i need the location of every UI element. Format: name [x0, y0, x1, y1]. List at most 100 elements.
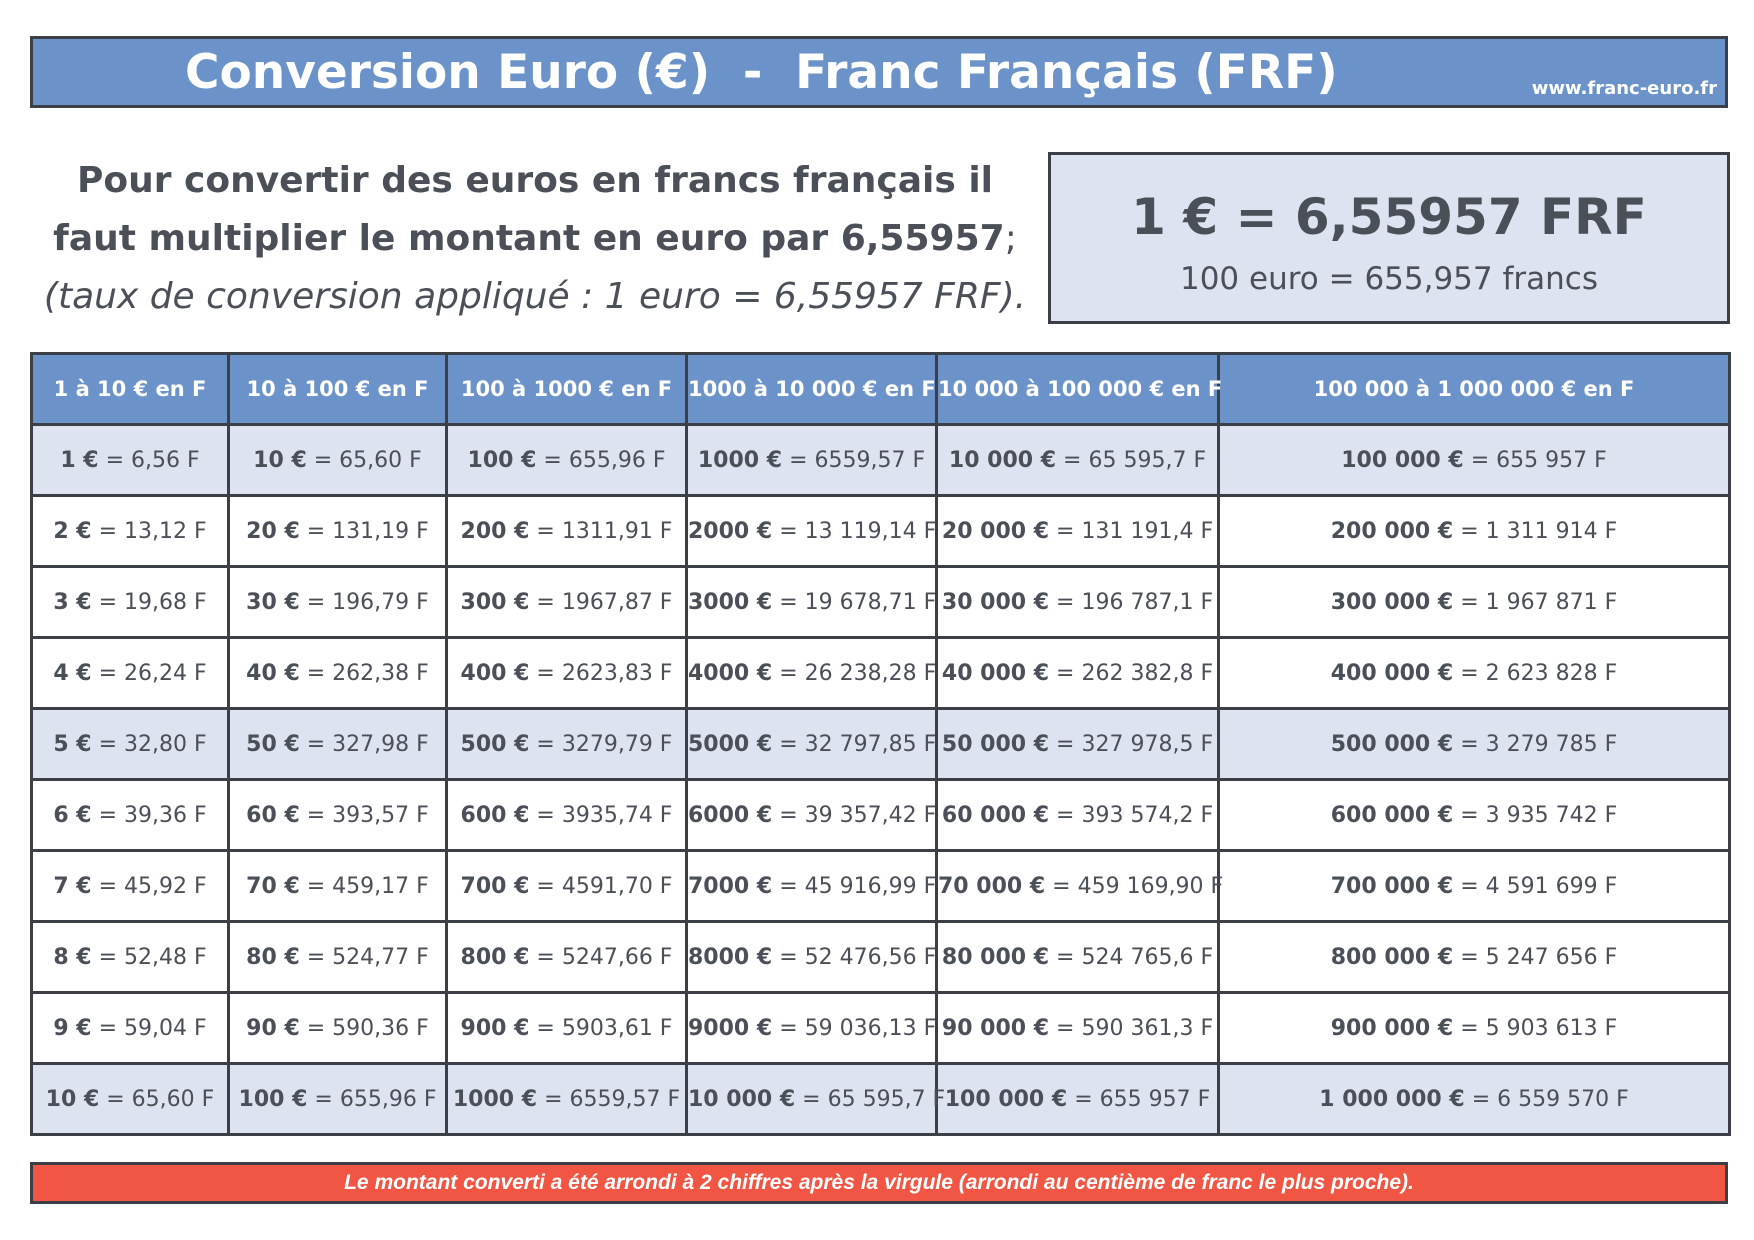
page-title: Conversion Euro (€) - Franc Français (FR… [185, 45, 1338, 100]
franc-amount: = 655 957 F [1067, 1086, 1211, 1112]
conversion-cell: 100 € = 655,96 F [227, 1062, 448, 1136]
conversion-cell: 30 000 € = 196 787,1 F [935, 565, 1220, 639]
euro-amount: 400 000 € [1330, 660, 1454, 686]
euro-amount: 100 € [467, 447, 537, 473]
euro-amount: 5 € [53, 731, 92, 757]
euro-amount: 10 000 € [688, 1086, 796, 1112]
rounding-footnote: Le montant converti a été arrondi à 2 ch… [30, 1162, 1728, 1204]
euro-amount: 90 000 € [941, 1015, 1050, 1041]
franc-amount: = 131 191,4 F [1049, 518, 1214, 544]
euro-amount: 6 € [53, 802, 92, 828]
conversion-cell: 40 € = 262,38 F [227, 636, 448, 710]
euro-amount: 200 000 € [1330, 518, 1454, 544]
conversion-cell: 4000 € = 26 238,28 F [685, 636, 938, 710]
euro-amount: 600 000 € [1330, 802, 1454, 828]
column-header: 10 à 100 € en F [227, 352, 448, 426]
conversion-cell: 5000 € = 32 797,85 F [685, 707, 938, 781]
franc-amount: = 1 967 871 F [1453, 589, 1618, 615]
euro-amount: 100 € [238, 1086, 308, 1112]
franc-amount: = 13,12 F [91, 518, 207, 544]
franc-amount: = 5 903 613 F [1453, 1015, 1618, 1041]
euro-amount: 1000 € [452, 1086, 538, 1112]
conversion-cell: 100 000 € = 655 957 F [1217, 423, 1731, 497]
euro-amount: 2 € [53, 518, 92, 544]
table-row: 6 € = 39,36 F 60 € = 393,57 F 600 € = 3935… [30, 778, 1731, 852]
euro-amount: 40 000 € [941, 660, 1050, 686]
conversion-cell: 7 € = 45,92 F [30, 849, 230, 923]
conversion-cell: 2 € = 13,12 F [30, 494, 230, 568]
franc-amount: = 327,98 F [299, 731, 429, 757]
euro-amount: 7000 € [688, 873, 773, 899]
conversion-cell: 50 000 € = 327 978,5 F [935, 707, 1220, 781]
franc-amount: = 327 978,5 F [1049, 731, 1214, 757]
euro-amount: 600 € [460, 802, 530, 828]
euro-amount: 700 € [460, 873, 530, 899]
franc-amount: = 3935,74 F [529, 802, 673, 828]
conversion-cell: 200 000 € = 1 311 914 F [1217, 494, 1731, 568]
franc-amount: = 196,79 F [299, 589, 429, 615]
franc-amount: = 590 361,3 F [1049, 1015, 1214, 1041]
franc-amount: = 262,38 F [299, 660, 429, 686]
euro-amount: 20 000 € [941, 518, 1050, 544]
franc-amount: = 6559,57 F [782, 447, 926, 473]
franc-amount: = 45 916,99 F [772, 873, 937, 899]
conversion-cell: 8000 € = 52 476,56 F [685, 920, 938, 994]
franc-amount: = 39,36 F [91, 802, 207, 828]
table-row: 7 € = 45,92 F 70 € = 459,17 F 700 € = 4591… [30, 849, 1731, 923]
euro-amount: 5000 € [688, 731, 773, 757]
euro-amount: 60 000 € [941, 802, 1050, 828]
conversion-cell: 60 € = 393,57 F [227, 778, 448, 852]
franc-amount: = 3279,79 F [529, 731, 673, 757]
euro-amount: 200 € [460, 518, 530, 544]
franc-amount: = 13 119,14 F [772, 518, 937, 544]
euro-amount: 900 € [460, 1015, 530, 1041]
conversion-cell: 700 € = 4591,70 F [445, 849, 688, 923]
franc-amount: = 4 591 699 F [1453, 873, 1618, 899]
conversion-cell: 7000 € = 45 916,99 F [685, 849, 938, 923]
franc-amount: = 1 311 914 F [1453, 518, 1618, 544]
conversion-cell: 10 000 € = 65 595,7 F [935, 423, 1220, 497]
franc-amount: = 524,77 F [299, 944, 429, 970]
rate-main: 1 € = 6,55957 FRF [1131, 188, 1647, 246]
page-header: Conversion Euro (€) - Franc Français (FR… [30, 36, 1728, 108]
conversion-cell: 90 € = 590,36 F [227, 991, 448, 1065]
euro-amount: 1 000 000 € [1319, 1086, 1465, 1112]
conversion-cell: 1000 € = 6559,57 F [685, 423, 938, 497]
franc-amount: = 59 036,13 F [772, 1015, 937, 1041]
franc-amount: = 5903,61 F [529, 1015, 673, 1041]
conversion-cell: 20 € = 131,19 F [227, 494, 448, 568]
franc-amount: = 655 957 F [1463, 447, 1607, 473]
column-header: 1 à 10 € en F [30, 352, 230, 426]
euro-amount: 80 € [246, 944, 300, 970]
euro-amount: 100 000 € [944, 1086, 1068, 1112]
conversion-cell: 1 000 000 € = 6 559 570 F [1217, 1062, 1731, 1136]
franc-amount: = 131,19 F [299, 518, 429, 544]
conversion-cell: 10 000 € = 65 595,7 F [685, 1062, 945, 1136]
conversion-cell: 100 000 € = 655 957 F [935, 1062, 1220, 1136]
franc-amount: = 19 678,71 F [772, 589, 937, 615]
euro-amount: 40 € [246, 660, 300, 686]
conversion-cell: 300 € = 1967,87 F [445, 565, 688, 639]
euro-amount: 10 € [253, 447, 307, 473]
intro-bold-text: Pour convertir des euros en francs franç… [53, 160, 1005, 259]
conversion-cell: 70 € = 459,17 F [227, 849, 448, 923]
table-row: 5 € = 32,80 F 50 € = 327,98 F 500 € = 3279… [30, 707, 1731, 781]
euro-amount: 1 € [60, 447, 99, 473]
euro-amount: 9000 € [688, 1015, 773, 1041]
euro-amount: 70 € [246, 873, 300, 899]
conversion-cell: 80 000 € = 524 765,6 F [935, 920, 1220, 994]
table-header-row: 1 à 10 € en F 10 à 100 € en F 100 à 1000… [30, 352, 1731, 426]
euro-amount: 900 000 € [1330, 1015, 1454, 1041]
euro-amount: 700 000 € [1330, 873, 1454, 899]
table-row: 9 € = 59,04 F 90 € = 590,36 F 900 € = 5903… [30, 991, 1731, 1065]
euro-amount: 20 € [246, 518, 300, 544]
conversion-cell: 60 000 € = 393 574,2 F [935, 778, 1220, 852]
franc-amount: = 6 559 570 F [1464, 1086, 1629, 1112]
conversion-cell: 300 000 € = 1 967 871 F [1217, 565, 1731, 639]
euro-amount: 300 000 € [1330, 589, 1454, 615]
conversion-cell: 700 000 € = 4 591 699 F [1217, 849, 1731, 923]
euro-amount: 90 € [246, 1015, 300, 1041]
conversion-cell: 900 € = 5903,61 F [445, 991, 688, 1065]
franc-amount: = 32,80 F [91, 731, 207, 757]
franc-amount: = 393,57 F [299, 802, 429, 828]
